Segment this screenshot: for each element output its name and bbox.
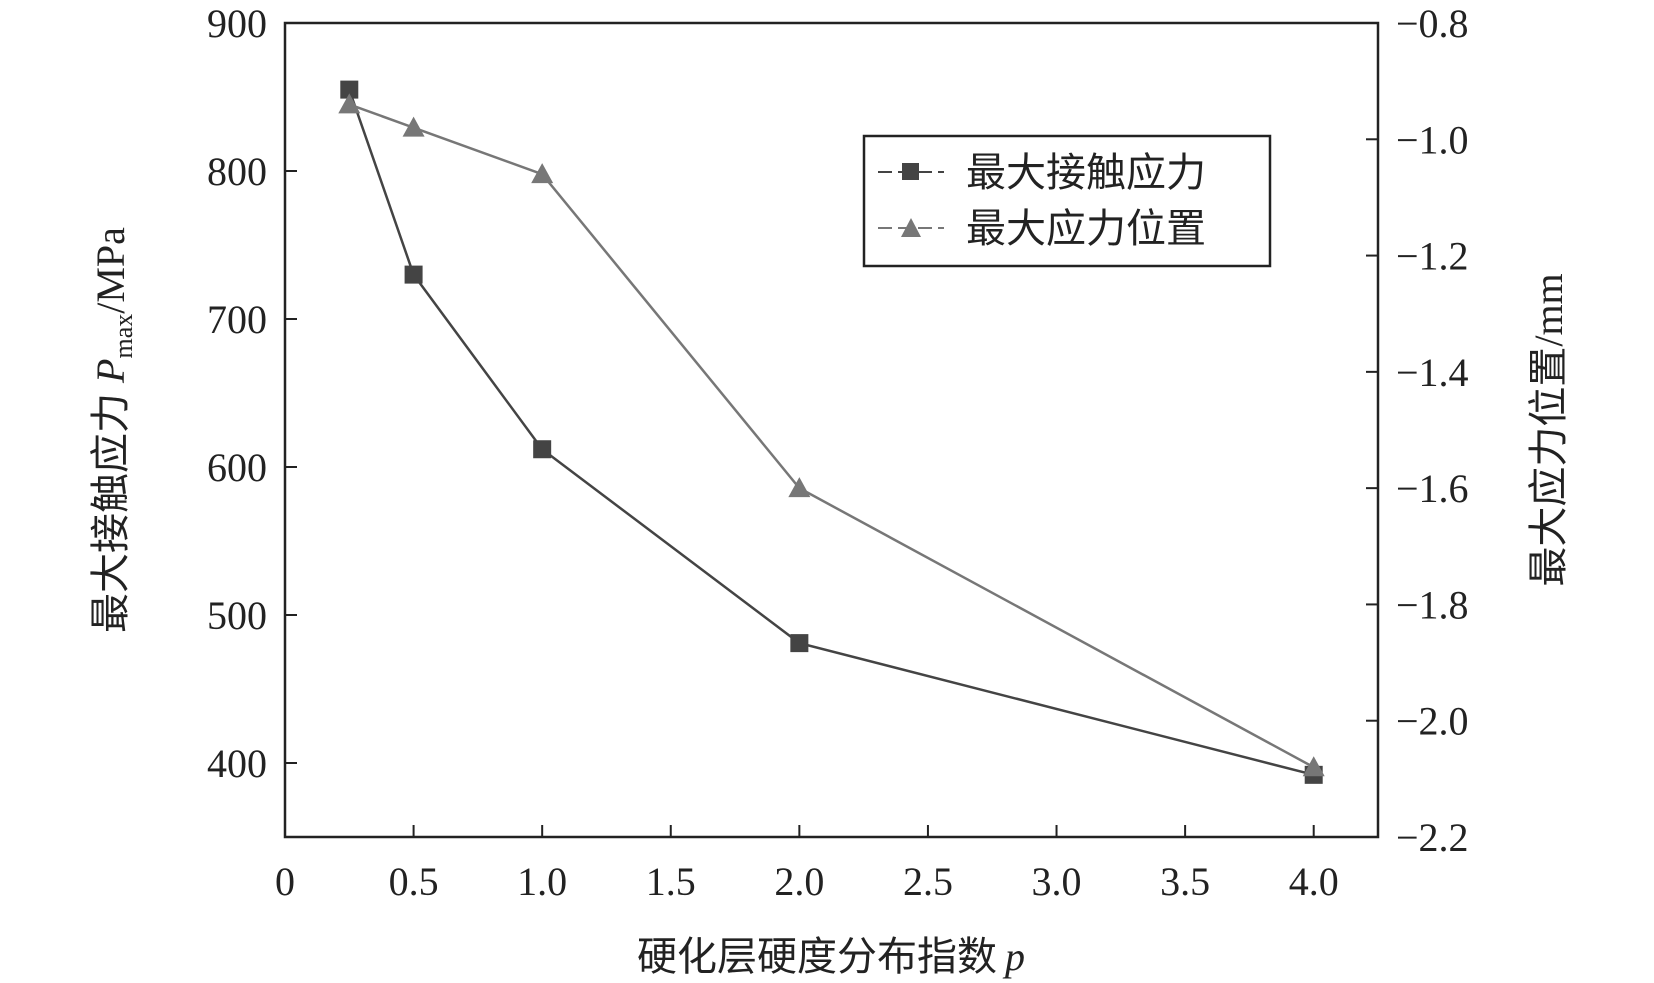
y-tick-label: 400 xyxy=(207,741,267,786)
left-y-axis-title: 最大接触应力Pmax/MPa xyxy=(88,227,138,633)
y2-tick-label: −1.0 xyxy=(1396,117,1469,162)
x-tick-label: 4.0 xyxy=(1289,859,1339,904)
series-layer xyxy=(338,80,1325,784)
right-y-axis-ticks: −2.2 −2.0 −1.8 −1.6 −1.4 −1.2 −1.0 −0.8 xyxy=(1366,1,1469,860)
x-tick-label: 1.0 xyxy=(517,859,567,904)
data-point-triangle xyxy=(338,93,361,114)
x-tick-label: 2.5 xyxy=(903,859,953,904)
y2-tick-label: −1.8 xyxy=(1396,582,1469,627)
legend-square-marker-icon xyxy=(902,163,919,180)
x-axis-title: 硬化层硬度分布指数 p xyxy=(637,934,1025,979)
right-y-axis-title: 最大应力位置/mm xyxy=(1526,273,1571,586)
y2-tick-label: −1.6 xyxy=(1396,466,1469,511)
x-tick-label: 0 xyxy=(275,859,295,904)
x-tick-label: 3.5 xyxy=(1160,859,1210,904)
x-tick-label: 2.0 xyxy=(774,859,824,904)
y2-tick-label: −0.8 xyxy=(1396,1,1469,46)
y2-tick-label: −1.4 xyxy=(1396,350,1469,395)
x-axis-ticks: 0 0.5 1.0 1.5 2.0 2.5 3.0 3.5 4.0 xyxy=(275,825,1339,904)
x-tick-label: 0.5 xyxy=(389,859,439,904)
data-point-triangle xyxy=(788,477,811,498)
legend-box xyxy=(862,134,1272,268)
y2-tick-label: −2.0 xyxy=(1396,699,1469,744)
y-tick-label: 800 xyxy=(207,149,267,194)
legend: 最大接触应力 最大应力位置 xyxy=(862,134,1272,268)
data-point-square xyxy=(533,440,552,459)
y2-tick-label: −1.2 xyxy=(1396,234,1469,279)
data-point-triangle xyxy=(531,163,554,184)
legend-label-contact-stress: 最大接触应力 xyxy=(966,150,1206,195)
data-point-square xyxy=(404,265,423,284)
y2-tick-label: −2.2 xyxy=(1396,815,1469,860)
legend-triangle-marker-icon xyxy=(901,218,921,237)
x-tick-label: 3.0 xyxy=(1032,859,1082,904)
y-tick-label: 900 xyxy=(207,1,267,46)
x-tick-label: 1.5 xyxy=(646,859,696,904)
data-point-triangle xyxy=(1302,756,1325,777)
data-point-square xyxy=(340,80,359,99)
data-point-triangle xyxy=(402,116,425,137)
y-tick-label: 600 xyxy=(207,445,267,490)
y-tick-label: 500 xyxy=(207,593,267,638)
data-point-square xyxy=(790,634,809,653)
plot-frame xyxy=(283,21,1380,839)
left-y-axis-ticks: 400 500 600 700 800 900 xyxy=(207,1,297,786)
legend-label-stress-position: 最大应力位置 xyxy=(966,206,1206,251)
y-tick-label: 700 xyxy=(207,297,267,342)
